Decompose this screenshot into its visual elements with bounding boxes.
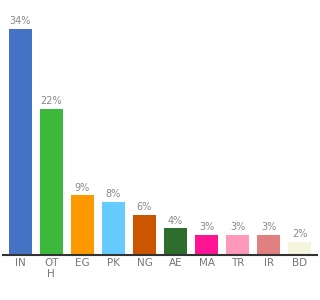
Bar: [195, 235, 218, 255]
Bar: [164, 228, 187, 255]
Text: 34%: 34%: [10, 16, 31, 26]
Bar: [226, 235, 249, 255]
Bar: [9, 29, 32, 255]
Text: 3%: 3%: [261, 222, 276, 233]
Text: 3%: 3%: [199, 222, 214, 233]
Bar: [40, 109, 63, 255]
Text: 9%: 9%: [75, 182, 90, 193]
Bar: [102, 202, 125, 255]
Text: 22%: 22%: [41, 96, 62, 106]
Text: 3%: 3%: [230, 222, 245, 233]
Text: 2%: 2%: [292, 229, 308, 239]
Text: 4%: 4%: [168, 216, 183, 226]
Bar: [71, 195, 94, 255]
Bar: [288, 242, 311, 255]
Text: 8%: 8%: [106, 189, 121, 199]
Bar: [133, 215, 156, 255]
Text: 6%: 6%: [137, 202, 152, 212]
Bar: [257, 235, 280, 255]
